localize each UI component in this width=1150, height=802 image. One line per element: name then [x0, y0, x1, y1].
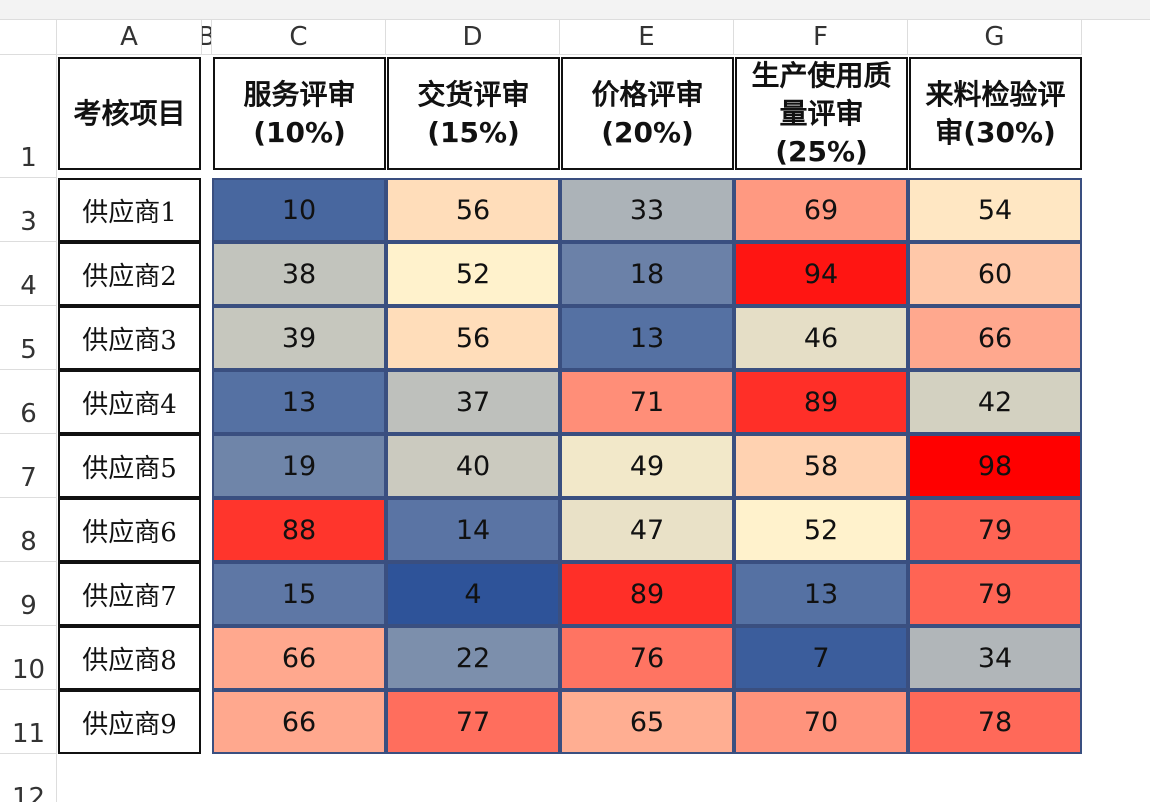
- header-text: 服务评审: [243, 77, 356, 111]
- header-text: 量评审(25%): [775, 96, 868, 168]
- column-header[interactable]: C: [212, 20, 386, 55]
- header-text: 来料检验评: [925, 77, 1066, 111]
- value-cell: 66: [212, 626, 386, 690]
- select-all[interactable]: [0, 20, 57, 55]
- column-header[interactable]: A: [57, 20, 202, 55]
- value-cell: 13: [212, 370, 386, 434]
- row-label: 供应商9: [58, 690, 201, 754]
- row-header[interactable]: 7: [0, 434, 57, 498]
- value-cell: 66: [908, 306, 1082, 370]
- value-cell: 22: [386, 626, 560, 690]
- value-cell: 33: [560, 178, 734, 242]
- header-cell: 考核项目: [58, 57, 201, 170]
- value-cell: 47: [560, 498, 734, 562]
- value-cell: 79: [908, 562, 1082, 626]
- row-header[interactable]: 10: [0, 626, 57, 690]
- value-cell: 98: [908, 434, 1082, 498]
- value-cell: 70: [734, 690, 908, 754]
- row-label: 供应商8: [58, 626, 201, 690]
- value-cell: 88: [212, 498, 386, 562]
- value-cell: 65: [560, 690, 734, 754]
- value-cell: 52: [734, 498, 908, 562]
- value-cell: 58: [734, 434, 908, 498]
- header-cell: 价格评审 (20%): [561, 57, 734, 170]
- row-label: 供应商6: [58, 498, 201, 562]
- row-label: 供应商3: [58, 306, 201, 370]
- row-header[interactable]: 6: [0, 370, 57, 434]
- value-cell: 49: [560, 434, 734, 498]
- value-cell: 52: [386, 242, 560, 306]
- value-cell: 37: [386, 370, 560, 434]
- column-header[interactable]: D: [386, 20, 560, 55]
- value-cell: 94: [734, 242, 908, 306]
- column-header[interactable]: E: [560, 20, 734, 55]
- header-cell: 生产使用质量评审(25%): [735, 57, 908, 170]
- value-cell: 79: [908, 498, 1082, 562]
- header-cell: 服务评审 (10%): [213, 57, 386, 170]
- value-cell: 69: [734, 178, 908, 242]
- header-text: (15%): [427, 115, 520, 149]
- value-cell: 38: [212, 242, 386, 306]
- value-cell: 4: [386, 562, 560, 626]
- value-cell: 15: [212, 562, 386, 626]
- value-cell: 18: [560, 242, 734, 306]
- row-header-bar: [0, 55, 57, 802]
- row-header[interactable]: 4: [0, 242, 57, 306]
- value-cell: 46: [734, 306, 908, 370]
- value-cell: 89: [560, 562, 734, 626]
- value-cell: 78: [908, 690, 1082, 754]
- row-header[interactable]: 11: [0, 690, 57, 754]
- value-cell: 77: [386, 690, 560, 754]
- row-header[interactable]: 12: [0, 754, 57, 802]
- value-cell: 54: [908, 178, 1082, 242]
- value-cell: 66: [212, 690, 386, 754]
- header-text: (10%): [253, 115, 346, 149]
- value-cell: 42: [908, 370, 1082, 434]
- value-cell: 34: [908, 626, 1082, 690]
- value-cell: 14: [386, 498, 560, 562]
- row-label: 供应商5: [58, 434, 201, 498]
- value-cell: 39: [212, 306, 386, 370]
- header-cell: 交货评审 (15%): [387, 57, 560, 170]
- value-cell: 13: [560, 306, 734, 370]
- value-cell: 89: [734, 370, 908, 434]
- header-text: 交货评审: [417, 77, 530, 111]
- value-cell: 13: [734, 562, 908, 626]
- value-cell: 7: [734, 626, 908, 690]
- value-cell: 56: [386, 306, 560, 370]
- column-header[interactable]: B: [202, 20, 212, 55]
- header-text: (20%): [601, 115, 694, 149]
- value-cell: 10: [212, 178, 386, 242]
- row-label: 供应商4: [58, 370, 201, 434]
- row-header[interactable]: 9: [0, 562, 57, 626]
- row-header[interactable]: 3: [0, 178, 57, 242]
- row-label: 供应商7: [58, 562, 201, 626]
- column-header[interactable]: F: [734, 20, 908, 55]
- value-cell: 56: [386, 178, 560, 242]
- row-header[interactable]: 1: [0, 55, 57, 178]
- value-cell: 76: [560, 626, 734, 690]
- value-cell: 71: [560, 370, 734, 434]
- row-label: 供应商2: [58, 242, 201, 306]
- value-cell: 19: [212, 434, 386, 498]
- header-text: 生产使用质: [751, 58, 892, 92]
- header-text: 审(30%): [935, 115, 1056, 149]
- row-header[interactable]: 8: [0, 498, 57, 562]
- value-cell: 60: [908, 242, 1082, 306]
- row-label: 供应商1: [58, 178, 201, 242]
- column-header[interactable]: G: [908, 20, 1082, 55]
- row-header[interactable]: 5: [0, 306, 57, 370]
- value-cell: 40: [386, 434, 560, 498]
- toolbar-strip: [0, 0, 1150, 20]
- header-cell: 来料检验评审(30%): [909, 57, 1082, 170]
- header-text: 价格评审: [591, 77, 704, 111]
